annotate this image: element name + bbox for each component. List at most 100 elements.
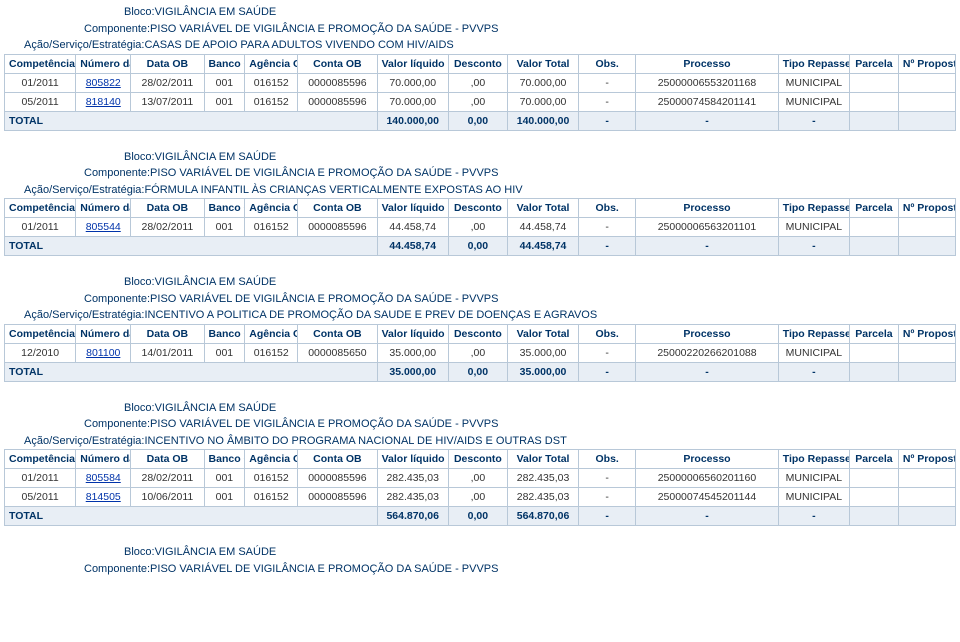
- col-header: Valor líquido: [377, 54, 448, 73]
- numero-ob-link[interactable]: 805584: [86, 472, 121, 484]
- meta-line: Componente:PISO VARIÁVEL DE VIGILÂNCIA E…: [4, 21, 956, 38]
- total-parcela: [850, 111, 899, 130]
- table-row: 01/201180582228/02/201100101615200000855…: [5, 73, 956, 92]
- total-obs: -: [579, 111, 636, 130]
- cell-numero-ob[interactable]: 805584: [76, 469, 131, 488]
- cell-valor-total: 282.435,03: [507, 488, 578, 507]
- cell-competencia: 01/2011: [5, 73, 76, 92]
- total-row: TOTAL564.870,060,00564.870,06---: [5, 507, 956, 526]
- col-header: Número da OB: [76, 324, 131, 343]
- cell-numero-ob[interactable]: 818140: [76, 92, 131, 111]
- meta-value: VIGILÂNCIA EM SAÚDE: [155, 276, 277, 288]
- col-header: Parcela: [850, 450, 899, 469]
- meta-label: Componente:: [84, 21, 150, 38]
- col-header: Nº Proposta: [898, 54, 955, 73]
- cell-banco-ob: 001: [204, 73, 245, 92]
- meta-line: Ação/Serviço/Estratégia:INCENTIVO NO ÂMB…: [4, 433, 956, 450]
- meta-line: Bloco:VIGILÂNCIA EM SAÚDE: [4, 4, 956, 21]
- cell-data-ob: 10/06/2011: [131, 488, 204, 507]
- col-header: Competência: [5, 199, 76, 218]
- report-section: Bloco:VIGILÂNCIA EM SAÚDEComponente:PISO…: [4, 149, 956, 257]
- col-header: Data OB: [131, 450, 204, 469]
- numero-ob-link[interactable]: 818140: [86, 96, 121, 108]
- meta-line: Bloco:VIGILÂNCIA EM SAÚDE: [4, 149, 956, 166]
- col-header: Agência OB: [245, 450, 298, 469]
- cell-numero-ob[interactable]: 805822: [76, 73, 131, 92]
- total-valor-liquido: 35.000,00: [377, 362, 448, 381]
- meta-value: VIGILÂNCIA EM SAÚDE: [155, 402, 277, 414]
- cell-parcela: [850, 343, 899, 362]
- meta-label: Ação/Serviço/Estratégia:: [24, 433, 144, 450]
- col-header: Conta OB: [298, 450, 377, 469]
- cell-valor-total: 35.000,00: [507, 343, 578, 362]
- col-header: Conta OB: [298, 324, 377, 343]
- meta-label: Bloco:: [124, 149, 155, 166]
- col-header: Agência OB: [245, 199, 298, 218]
- cell-n-proposta: [898, 73, 955, 92]
- cell-parcela: [850, 92, 899, 111]
- cell-desconto: ,00: [448, 218, 507, 237]
- meta-value: PISO VARIÁVEL DE VIGILÂNCIA E PROMOÇÃO D…: [150, 418, 498, 430]
- numero-ob-link[interactable]: 814505: [86, 491, 121, 503]
- meta-value: PISO VARIÁVEL DE VIGILÂNCIA E PROMOÇÃO D…: [150, 563, 498, 575]
- meta-line: Componente:PISO VARIÁVEL DE VIGILÂNCIA E…: [4, 165, 956, 182]
- total-tipo-repasse: -: [778, 237, 849, 256]
- cell-conta-ob: 0000085596: [298, 218, 377, 237]
- table-row: 05/201181814013/07/201100101615200000855…: [5, 92, 956, 111]
- cell-parcela: [850, 469, 899, 488]
- financial-table: CompetênciaNúmero da OBData OBBanco OBAg…: [4, 198, 956, 256]
- meta-label: Bloco:: [124, 400, 155, 417]
- table-row: 01/201180554428/02/201100101615200000855…: [5, 218, 956, 237]
- total-valor-liquido: 564.870,06: [377, 507, 448, 526]
- col-header: Tipo Repasse: [778, 54, 849, 73]
- table-header-row: CompetênciaNúmero da OBData OBBanco OBAg…: [5, 450, 956, 469]
- meta-label: Bloco:: [124, 544, 155, 561]
- meta-label: Bloco:: [124, 274, 155, 291]
- cell-numero-ob[interactable]: 805544: [76, 218, 131, 237]
- cell-conta-ob: 0000085596: [298, 469, 377, 488]
- total-n-proposta: [898, 111, 955, 130]
- cell-competencia: 01/2011: [5, 469, 76, 488]
- col-header: Banco OB: [204, 54, 245, 73]
- cell-banco-ob: 001: [204, 92, 245, 111]
- cell-numero-ob[interactable]: 801100: [76, 343, 131, 362]
- meta-label: Componente:: [84, 165, 150, 182]
- col-header: Data OB: [131, 199, 204, 218]
- col-header: Número da OB: [76, 199, 131, 218]
- cell-desconto: ,00: [448, 488, 507, 507]
- cell-competencia: 05/2011: [5, 92, 76, 111]
- cell-numero-ob[interactable]: 814505: [76, 488, 131, 507]
- report-section: Bloco:VIGILÂNCIA EM SAÚDEComponente:PISO…: [4, 4, 956, 131]
- numero-ob-link[interactable]: 805544: [86, 221, 121, 233]
- cell-obs: -: [579, 73, 636, 92]
- cell-parcela: [850, 488, 899, 507]
- cell-processo: 25000074545201144: [636, 488, 779, 507]
- report-section-trailing: Bloco:VIGILÂNCIA EM SAÚDEComponente:PISO…: [4, 544, 956, 577]
- meta-line: Componente:PISO VARIÁVEL DE VIGILÂNCIA E…: [4, 561, 956, 578]
- total-processo: -: [636, 237, 779, 256]
- col-header: Nº Proposta: [898, 450, 955, 469]
- col-header: Obs.: [579, 324, 636, 343]
- col-header: Data OB: [131, 54, 204, 73]
- col-header: Nº Proposta: [898, 199, 955, 218]
- meta-label: Componente:: [84, 416, 150, 433]
- col-header: Valor Total: [507, 54, 578, 73]
- col-header: Desconto: [448, 199, 507, 218]
- col-header: Processo: [636, 54, 779, 73]
- cell-parcela: [850, 73, 899, 92]
- col-header: Valor líquido: [377, 199, 448, 218]
- report-section: Bloco:VIGILÂNCIA EM SAÚDE Componente:PISO…: [4, 400, 956, 527]
- cell-obs: -: [579, 218, 636, 237]
- cell-data-ob: 14/01/2011: [131, 343, 204, 362]
- meta-line: Ação/Serviço/Estratégia:CASAS DE APOIO P…: [4, 37, 956, 54]
- col-header: Valor líquido: [377, 324, 448, 343]
- col-header: Processo: [636, 199, 779, 218]
- cell-valor-liquido: 70.000,00: [377, 92, 448, 111]
- numero-ob-link[interactable]: 805822: [86, 77, 121, 89]
- cell-processo: 25000220266201088: [636, 343, 779, 362]
- table-row: 05/201181450510/06/201100101615200000855…: [5, 488, 956, 507]
- meta-value: CASAS DE APOIO PARA ADULTOS VIVENDO COM …: [144, 39, 453, 51]
- col-header: Conta OB: [298, 199, 377, 218]
- numero-ob-link[interactable]: 801100: [86, 347, 120, 359]
- total-n-proposta: [898, 362, 955, 381]
